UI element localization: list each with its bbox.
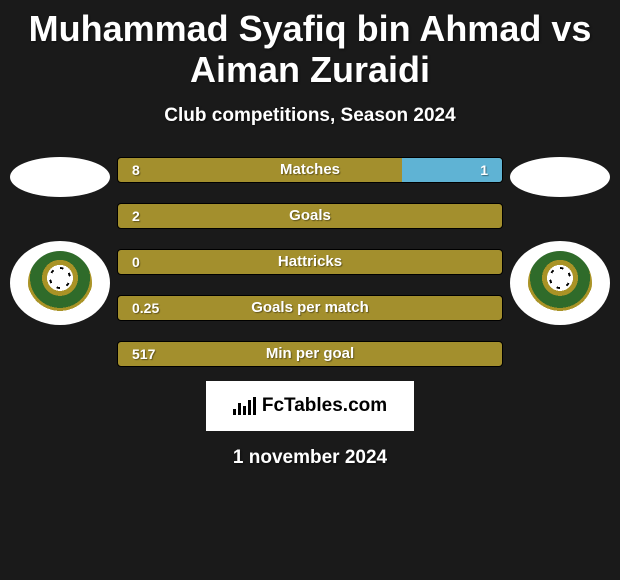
player-right-side [505, 157, 615, 325]
stat-bars: 8 Matches 1 2 Goals 0 Hattricks 0.25 Goals per m… [115, 157, 505, 367]
stat-label: Hattricks [278, 253, 342, 270]
comparison-area: 8 Matches 1 2 Goals 0 Hattricks 0.25 Goals per m… [0, 157, 620, 367]
page-title: Muhammad Syafiq bin Ahmad vs Aiman Zurai… [0, 8, 620, 91]
stat-bar: 0 Hattricks [117, 249, 503, 275]
stat-label: Goals [289, 207, 331, 224]
stat-bar: 0.25 Goals per match [117, 295, 503, 321]
player-left-side [5, 157, 115, 325]
stat-bar: 2 Goals [117, 203, 503, 229]
stat-left-value: 2 [132, 208, 140, 224]
subtitle: Club competitions, Season 2024 [0, 105, 620, 127]
player-right-avatar [510, 157, 610, 197]
date-label: 1 november 2024 [0, 447, 620, 469]
brand-logo: FcTables.com [206, 381, 414, 431]
stat-bar: 8 Matches 1 [117, 157, 503, 183]
player-left-club-badge [10, 241, 110, 325]
chart-icon [233, 397, 256, 415]
stat-left-value: 517 [132, 346, 155, 362]
stat-label: Min per goal [266, 345, 354, 362]
brand-text: FcTables.com [262, 395, 387, 417]
stat-left-value: 0.25 [132, 300, 159, 316]
stat-label: Goals per match [251, 299, 369, 316]
stat-left-value: 8 [132, 162, 140, 178]
stat-label: Matches [280, 161, 340, 178]
stat-left-value: 0 [132, 254, 140, 270]
stat-bar: 517 Min per goal [117, 341, 503, 367]
player-right-club-badge [510, 241, 610, 325]
stat-right-value: 1 [480, 162, 488, 178]
player-left-avatar [10, 157, 110, 197]
